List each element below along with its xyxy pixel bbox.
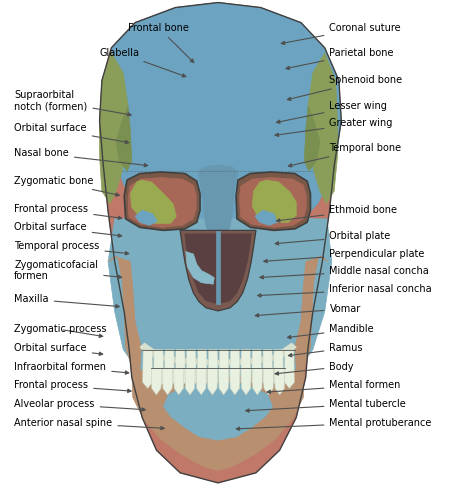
Polygon shape <box>100 53 128 204</box>
Polygon shape <box>185 368 195 395</box>
Polygon shape <box>219 368 229 395</box>
Polygon shape <box>308 53 337 204</box>
Polygon shape <box>143 350 153 388</box>
Text: Zygomatic bone: Zygomatic bone <box>14 176 119 196</box>
Polygon shape <box>241 350 251 388</box>
Polygon shape <box>140 343 296 365</box>
Text: Glabella: Glabella <box>100 48 186 77</box>
Polygon shape <box>196 368 206 395</box>
Text: Frontal process: Frontal process <box>14 204 122 219</box>
Polygon shape <box>263 350 273 388</box>
Polygon shape <box>124 172 200 230</box>
Text: Orbital plate: Orbital plate <box>275 231 391 245</box>
Text: Sphenoid bone: Sphenoid bone <box>287 75 402 101</box>
Text: Vomar: Vomar <box>255 304 361 317</box>
Polygon shape <box>295 257 328 370</box>
Text: Body: Body <box>275 362 354 375</box>
Polygon shape <box>264 368 273 395</box>
Polygon shape <box>197 350 207 388</box>
Polygon shape <box>230 368 240 395</box>
Polygon shape <box>239 178 306 227</box>
Polygon shape <box>186 252 214 284</box>
Text: Zygomatic process: Zygomatic process <box>14 324 107 338</box>
Text: Mental protuberance: Mental protuberance <box>236 417 432 431</box>
Polygon shape <box>255 210 277 225</box>
Text: Infraorbital formen: Infraorbital formen <box>14 362 129 374</box>
Polygon shape <box>289 219 321 347</box>
Text: Ethmoid bone: Ethmoid bone <box>276 205 397 222</box>
Polygon shape <box>252 350 262 388</box>
Polygon shape <box>198 165 238 231</box>
Polygon shape <box>175 350 185 388</box>
Polygon shape <box>110 3 341 227</box>
Text: Mandible: Mandible <box>287 324 374 339</box>
Polygon shape <box>135 210 157 225</box>
Polygon shape <box>154 350 164 388</box>
Text: Orbital surface: Orbital surface <box>14 222 122 237</box>
Text: Middle nasal concha: Middle nasal concha <box>260 266 429 279</box>
Polygon shape <box>108 219 332 385</box>
Text: Coronal suture: Coronal suture <box>281 23 401 45</box>
Polygon shape <box>241 368 251 395</box>
Polygon shape <box>304 106 320 171</box>
Text: Anterior nasal spine: Anterior nasal spine <box>14 417 164 430</box>
Polygon shape <box>273 350 283 388</box>
Polygon shape <box>151 368 162 395</box>
Polygon shape <box>216 231 220 304</box>
Text: Orbital surface: Orbital surface <box>14 123 129 144</box>
Text: Maxilla: Maxilla <box>14 294 119 308</box>
Text: Alveolar process: Alveolar process <box>14 399 146 411</box>
Polygon shape <box>252 368 263 395</box>
Polygon shape <box>219 350 229 388</box>
Polygon shape <box>128 178 196 227</box>
Polygon shape <box>115 219 147 347</box>
Text: Orbital surface: Orbital surface <box>14 343 103 356</box>
Text: Mental formen: Mental formen <box>267 380 401 393</box>
Polygon shape <box>173 368 184 395</box>
Polygon shape <box>164 381 273 440</box>
Text: Supraorbital
notch (formen): Supraorbital notch (formen) <box>14 90 131 116</box>
Text: Frontal process: Frontal process <box>14 380 131 392</box>
Text: Greater wing: Greater wing <box>275 118 393 136</box>
Polygon shape <box>180 230 256 311</box>
Text: Temporal bone: Temporal bone <box>288 143 401 167</box>
Polygon shape <box>100 3 341 483</box>
Text: Parietal bone: Parietal bone <box>286 48 394 69</box>
Polygon shape <box>185 234 251 304</box>
Polygon shape <box>132 367 304 470</box>
Text: Inferior nasal concha: Inferior nasal concha <box>257 284 432 297</box>
Text: Nasal bone: Nasal bone <box>14 148 148 167</box>
Polygon shape <box>207 368 218 395</box>
Text: Mental tubercle: Mental tubercle <box>246 399 406 412</box>
Text: Frontal bone: Frontal bone <box>128 23 194 62</box>
Polygon shape <box>186 350 196 388</box>
Polygon shape <box>236 172 310 230</box>
Polygon shape <box>130 180 176 223</box>
Text: Temporal process: Temporal process <box>14 241 129 255</box>
Polygon shape <box>108 257 141 370</box>
Polygon shape <box>163 368 173 395</box>
Polygon shape <box>164 350 174 388</box>
Polygon shape <box>208 350 218 388</box>
Polygon shape <box>252 180 296 222</box>
Text: Ramus: Ramus <box>288 343 363 357</box>
Polygon shape <box>230 350 240 388</box>
Text: Perpendicular plate: Perpendicular plate <box>264 248 425 263</box>
Polygon shape <box>116 106 132 171</box>
Polygon shape <box>274 368 285 395</box>
Polygon shape <box>284 350 294 388</box>
Text: Lesser wing: Lesser wing <box>276 101 387 123</box>
Text: Zygomaticofacial
formen: Zygomaticofacial formen <box>14 260 122 281</box>
